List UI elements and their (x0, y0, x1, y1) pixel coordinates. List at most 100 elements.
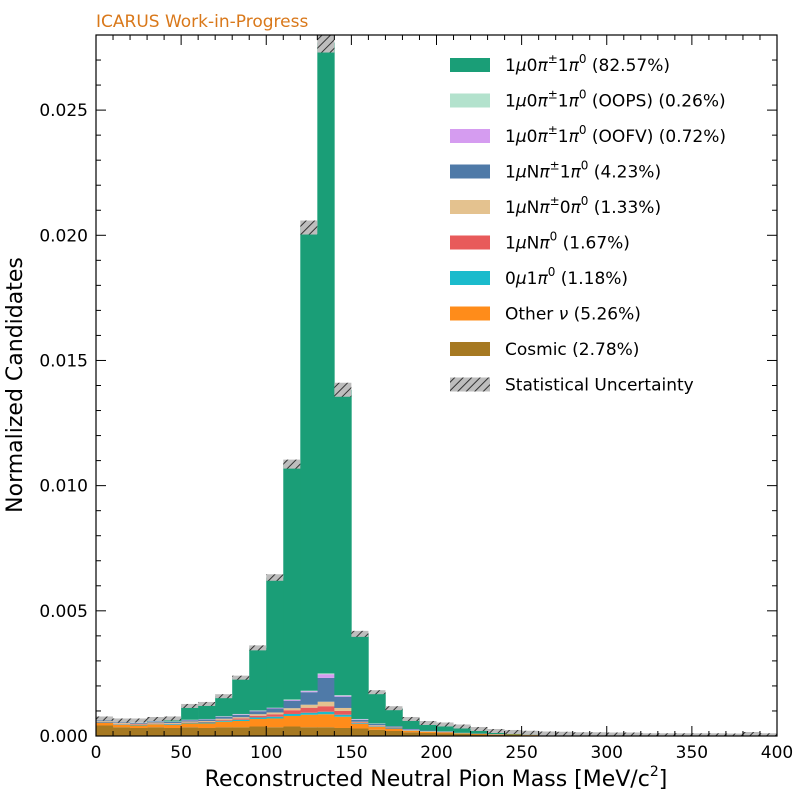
bar-cosmic-0 (96, 725, 114, 736)
bar-zero_mu-6 (198, 722, 216, 724)
y-tick-label: 0.015 (39, 351, 88, 371)
bar-cosmic-18 (402, 732, 420, 736)
bar-mu_n_pi0-6 (198, 721, 216, 723)
bar-other_nu-18 (402, 730, 420, 733)
legend-swatch-stat (450, 377, 490, 392)
bar-signal-8 (232, 677, 250, 714)
legend-swatch-cosmic (450, 342, 490, 356)
bar-signal-5 (181, 705, 199, 720)
bar-cosmic-10 (266, 727, 284, 736)
bar-mu_n_pi0-17 (385, 727, 403, 729)
bar-mu_n_pipm_0pi0-2 (130, 723, 148, 725)
y-tick-label: 0.005 (39, 602, 88, 622)
bar-other_nu-10 (266, 718, 284, 728)
bar-other_nu-1 (113, 724, 131, 728)
bar-signal-11 (283, 464, 301, 700)
bar-cosmic-21 (453, 733, 471, 736)
bar-mu_n_pipm_1pi0-7 (215, 716, 233, 719)
bar-mu_n_pipm_0pi0-13 (317, 701, 335, 707)
bar-mu_n_pipm_0pi0-7 (215, 718, 233, 720)
bar-mu_n_pipm_1pi0-3 (147, 721, 165, 723)
bar-other_nu-9 (249, 718, 267, 727)
bar-cosmic-16 (368, 729, 386, 736)
bar-mu_n_pipm_1pi0-8 (232, 714, 250, 718)
bar-mu_n_pipm_1pi0-14 (334, 696, 352, 708)
bar-other_nu-6 (198, 723, 216, 728)
bar-other_nu-2 (130, 725, 148, 728)
bar-mu_n_pipm_0pi0-9 (249, 714, 267, 716)
uncertainty-band-9 (249, 645, 267, 651)
bar-mu_n_pipm_1pi0-11 (283, 700, 301, 709)
bar-oofv-11 (283, 699, 301, 701)
uncertainty-band-15 (351, 630, 369, 637)
bar-cosmic-7 (215, 727, 233, 736)
uncertainty-band-25 (521, 730, 539, 735)
bar-other_nu-14 (334, 716, 352, 728)
bar-other_nu-8 (232, 720, 250, 728)
bar-other_nu-19 (419, 731, 437, 733)
uncertainty-band-13 (317, 35, 335, 53)
bar-signal-20 (436, 724, 454, 732)
uncertainty-band-3 (147, 716, 165, 721)
bar-mu_n_pi0-9 (249, 715, 267, 718)
bar-mu_n_pi0-4 (164, 723, 182, 725)
bar-mu_n_pipm_1pi0-19 (419, 730, 437, 731)
uncertainty-band-28 (572, 732, 590, 736)
bar-zero_mu-15 (351, 723, 369, 724)
uncertainty-band-21 (453, 724, 471, 729)
bar-cosmic-1 (113, 727, 131, 736)
legend-label-mu_n_pi0: 1μNπ0 (1.67%) (505, 230, 630, 254)
uncertainty-band-35 (691, 733, 709, 736)
bar-mu_n_pipm_1pi0-2 (130, 722, 148, 724)
bar-cosmic-15 (351, 728, 369, 736)
bar-other_nu-17 (385, 728, 403, 731)
bar-zero_mu-5 (181, 722, 199, 724)
bar-cosmic-22 (470, 734, 488, 736)
bar-mu_n_pipm_0pi0-1 (113, 722, 131, 724)
bar-other_nu-15 (351, 723, 369, 729)
uncertainty-band-30 (606, 732, 624, 736)
bar-oofv-15 (351, 719, 369, 720)
bar-zero_mu-10 (266, 716, 284, 719)
bar-other_nu-20 (436, 732, 454, 734)
uncertainty-band-2 (130, 718, 148, 723)
bar-zero_mu-11 (283, 713, 301, 716)
bar-cosmic-13 (317, 727, 335, 736)
bar-zero_mu-9 (249, 717, 267, 719)
bar-other_nu-24 (504, 734, 522, 735)
histogram-bars (96, 42, 777, 736)
bar-mu_n_pipm_0pi0-10 (266, 712, 284, 715)
uncertainty-band-38 (742, 731, 760, 736)
bar-mu_n_pipm_0pi0-15 (351, 721, 369, 723)
x-axis-title: Reconstructed Neutral Pion Mass [MeV/c2] (205, 764, 668, 792)
uncertainty-band-33 (657, 733, 675, 736)
bar-mu_n_pipm_1pi0-12 (300, 692, 318, 705)
bar-cosmic-6 (198, 727, 216, 736)
bar-zero_mu-13 (317, 711, 335, 715)
legend-label-cosmic: Cosmic (2.78%) (505, 340, 639, 360)
bar-mu_n_pipm_0pi0-6 (198, 720, 216, 722)
uncertainty-band-27 (555, 731, 573, 736)
tick-labels: 0 50 100 150 200 250 300 350 400 0.000 0.005 0.010 0… (39, 101, 793, 763)
bar-cosmic-19 (419, 732, 437, 736)
bar-other_nu-3 (147, 724, 165, 728)
uncertainty-band-14 (334, 382, 352, 397)
x-tick-label: 300 (591, 743, 623, 763)
bar-oofv-14 (334, 695, 352, 697)
legend-label-signal: 1μ0π±1π0 (82.57%) (505, 52, 670, 76)
bar-signal-6 (198, 703, 216, 719)
bar-mu_n_pipm_1pi0-4 (164, 721, 182, 723)
bar-zero_mu-14 (334, 714, 352, 717)
bar-cosmic-12 (300, 727, 318, 736)
bar-cosmic-3 (147, 727, 165, 736)
bar-zero_mu-2 (130, 724, 148, 726)
uncertainty-band-16 (368, 690, 386, 695)
x-tick-label: 100 (250, 743, 282, 763)
legend-label-other_nu: Other ν (5.26%) (505, 305, 641, 325)
legend-swatch-signal (450, 58, 490, 72)
y-tick-label: 0.025 (39, 101, 88, 121)
legend-swatch-oops (450, 93, 490, 108)
bar-mu_n_pipm_0pi0-14 (334, 707, 352, 711)
bar-mu_n_pipm_1pi0-10 (266, 708, 284, 713)
uncertainty-band-8 (232, 675, 250, 680)
